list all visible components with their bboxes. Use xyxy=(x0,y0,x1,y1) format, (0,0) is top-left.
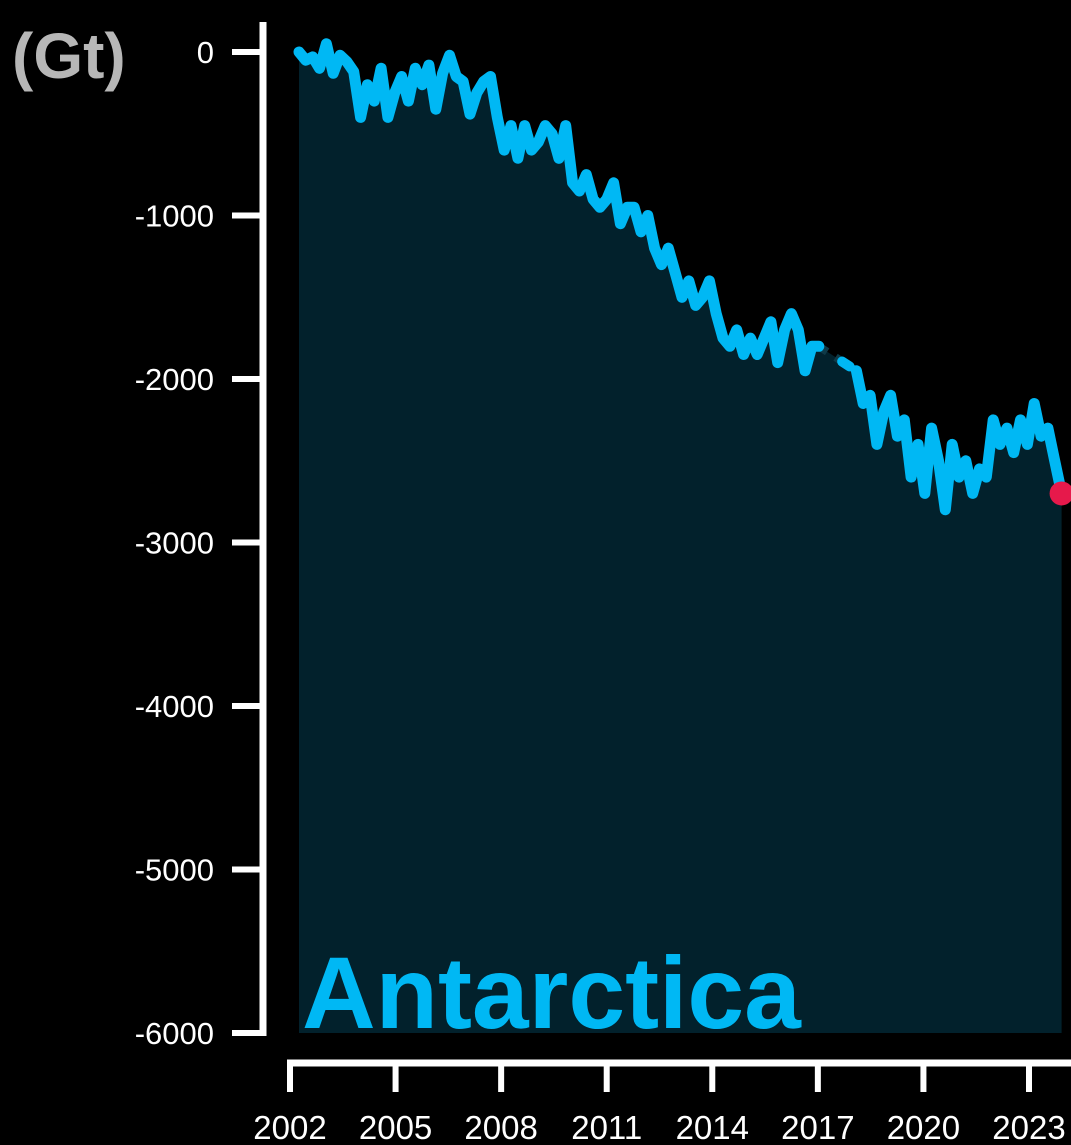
labels-layer: (Gt) Antarctica xyxy=(12,20,802,1050)
y-tick-label: -6000 xyxy=(135,1016,214,1051)
x-tick-label: 2017 xyxy=(781,1109,854,1145)
x-tick-label: 2008 xyxy=(464,1109,537,1145)
x-tick-label: 2005 xyxy=(359,1109,432,1145)
series-line-1 xyxy=(293,38,825,377)
y-tick-label: -1000 xyxy=(135,199,214,234)
region-annotation-label: Antarctica xyxy=(302,936,802,1050)
axes-layer: 0 -1000 -2000 -3000 -4000 -5000 -6000 2002 2005 2… xyxy=(135,22,1071,1145)
y-tick-label: -2000 xyxy=(135,362,214,397)
series-line-2 xyxy=(850,365,1068,516)
gap-segment-layer xyxy=(816,342,859,375)
x-tick-label: 2014 xyxy=(676,1109,749,1145)
y-tick-label: -5000 xyxy=(135,853,214,888)
x-tick-label: 2011 xyxy=(571,1109,642,1145)
area-fill-layer xyxy=(299,43,1062,1034)
y-tick-label: 0 xyxy=(197,35,214,70)
x-tick-label: 2023 xyxy=(992,1109,1065,1145)
last-data-point xyxy=(1049,481,1071,506)
gap-dash xyxy=(837,356,855,372)
area-fill xyxy=(299,43,1062,1034)
gap-connector xyxy=(816,342,859,375)
y-tick-label: -4000 xyxy=(135,689,214,724)
y-axis-unit-label: (Gt) xyxy=(12,20,126,92)
x-tick-label: 2020 xyxy=(887,1109,960,1145)
series-line-layer xyxy=(293,38,1071,516)
x-tick-label: 2002 xyxy=(253,1109,326,1145)
y-tick-label: -3000 xyxy=(135,526,214,561)
